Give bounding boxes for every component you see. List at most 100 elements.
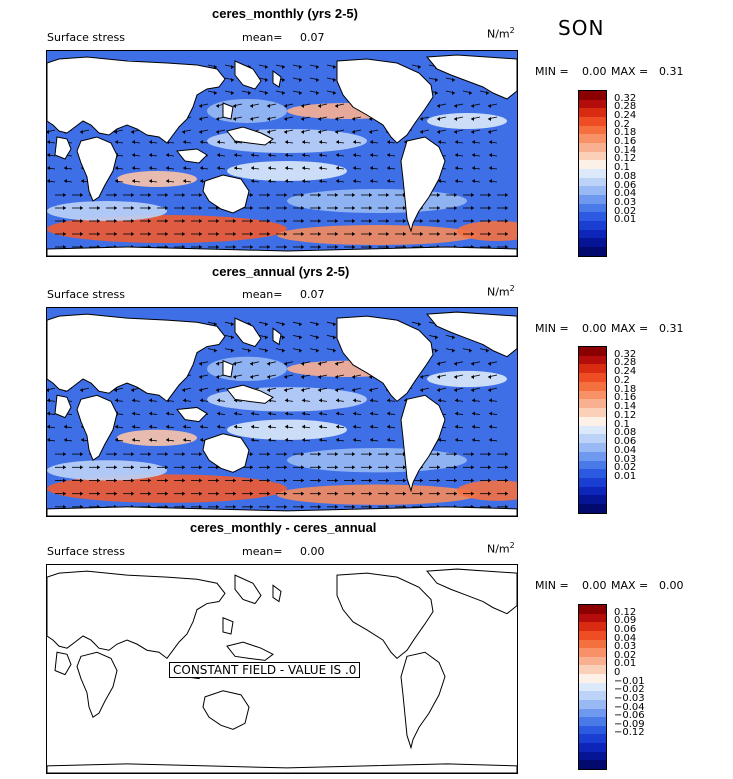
wind-arrow xyxy=(361,478,372,483)
wind-arrow xyxy=(293,232,304,236)
wind-arrow xyxy=(47,153,56,157)
wind-arrow xyxy=(292,321,303,327)
wind-arrow xyxy=(292,64,303,69)
colorbar-tick-label: 0.28 xyxy=(614,357,637,369)
wind-arrow xyxy=(369,140,379,144)
wind-arrow xyxy=(233,153,243,157)
wind-arrow xyxy=(386,437,396,442)
wind-arrow xyxy=(258,348,269,353)
wind-arrow xyxy=(275,64,286,69)
stress-contour xyxy=(47,460,167,481)
wind-arrow xyxy=(157,219,168,223)
wind-arrow xyxy=(174,465,185,470)
wind-arrow xyxy=(199,424,209,429)
wind-arrow xyxy=(344,452,355,457)
wind-arrow xyxy=(454,424,464,429)
wind-arrow xyxy=(317,361,328,366)
wind-arrow xyxy=(232,116,243,121)
wind-arrow xyxy=(361,232,372,236)
colorbar-segment xyxy=(579,134,606,144)
wind-arrow xyxy=(123,206,134,210)
colorbar-segment xyxy=(579,347,606,356)
wind-arrow xyxy=(232,361,243,366)
panel3-map: CONSTANT FIELD - VALUE IS .0 xyxy=(46,564,518,774)
colorbar-tick-label: 0.1 xyxy=(614,418,630,430)
wind-arrow xyxy=(412,232,423,236)
wind-arrow xyxy=(309,348,320,353)
wind-arrow xyxy=(480,491,491,496)
wind-arrow xyxy=(199,166,209,170)
colorbar-segment xyxy=(579,751,606,761)
wind-arrow xyxy=(259,245,270,249)
wind-arrow xyxy=(497,491,508,496)
wind-arrow xyxy=(309,334,320,340)
wind-arrow xyxy=(266,103,277,108)
wind-arrow xyxy=(361,452,372,457)
wind-arrow xyxy=(259,193,270,197)
colorbar-tick-label: 0.32 xyxy=(614,348,637,360)
colorbar-tick-label: 0.04 xyxy=(614,632,637,644)
wind-arrow xyxy=(267,424,277,429)
wind-arrow xyxy=(344,491,355,496)
wind-arrow xyxy=(284,153,294,157)
wind-arrow xyxy=(480,452,491,457)
wind-arrow xyxy=(72,219,83,223)
wind-arrow xyxy=(344,193,355,197)
wind-arrow xyxy=(327,206,338,210)
wind-arrow xyxy=(351,387,362,393)
stress-contour xyxy=(47,474,287,503)
panel1-mean-label: mean= xyxy=(242,31,283,44)
colorbar-segment xyxy=(579,221,606,230)
wind-arrow xyxy=(283,361,294,366)
colorbar-segment xyxy=(579,691,606,700)
wind-arrow xyxy=(216,166,226,170)
panel1-colorbar xyxy=(578,90,607,257)
wind-arrow xyxy=(113,387,124,393)
wind-arrow xyxy=(47,411,56,416)
wind-arrow xyxy=(259,206,270,210)
wind-arrow xyxy=(327,478,338,483)
colorbar-segment xyxy=(579,195,606,204)
wind-arrow xyxy=(250,424,260,429)
panel1-max-label: MAX = xyxy=(611,65,649,78)
wind-arrow xyxy=(470,374,481,380)
wind-arrow xyxy=(446,193,457,197)
continent-outline xyxy=(47,506,517,516)
wind-arrow xyxy=(225,232,236,236)
panel2-units: N/m2 xyxy=(487,284,515,299)
continent-outline xyxy=(234,574,262,605)
wind-arrow xyxy=(368,387,379,393)
wind-arrow xyxy=(216,411,226,416)
wind-arrow xyxy=(114,437,124,442)
wind-arrow xyxy=(436,129,447,134)
wind-arrow xyxy=(445,348,456,353)
continent-outline xyxy=(425,568,517,615)
wind-arrow xyxy=(89,232,100,236)
wind-arrow xyxy=(318,153,328,157)
wind-arrow xyxy=(191,504,202,509)
wind-arrow xyxy=(470,116,481,121)
colorbar-tick-label: 0.2 xyxy=(614,118,630,130)
colorbar-tick-label: 0.09 xyxy=(614,615,637,627)
wind-arrow xyxy=(276,206,287,210)
wind-arrow xyxy=(165,153,175,157)
wind-arrow xyxy=(361,245,372,249)
wind-arrow xyxy=(157,193,168,197)
wind-arrow xyxy=(165,166,175,170)
wind-arrow xyxy=(437,140,447,144)
wind-arrow xyxy=(215,129,226,134)
wind-arrow xyxy=(327,232,338,236)
wind-arrow xyxy=(327,465,338,470)
colorbar-segment xyxy=(579,108,606,118)
stress-contour xyxy=(457,221,517,241)
wind-arrow xyxy=(471,153,481,157)
continent-outline xyxy=(76,136,118,202)
colorbar-segment xyxy=(579,630,606,640)
colorbar-tick-label: 0.18 xyxy=(614,383,637,395)
wind-arrow xyxy=(225,478,236,483)
wind-arrow xyxy=(275,321,286,327)
wind-arrow xyxy=(310,232,321,236)
wind-arrow xyxy=(463,232,474,236)
wind-arrow xyxy=(318,424,328,429)
wind-arrow xyxy=(309,321,320,327)
